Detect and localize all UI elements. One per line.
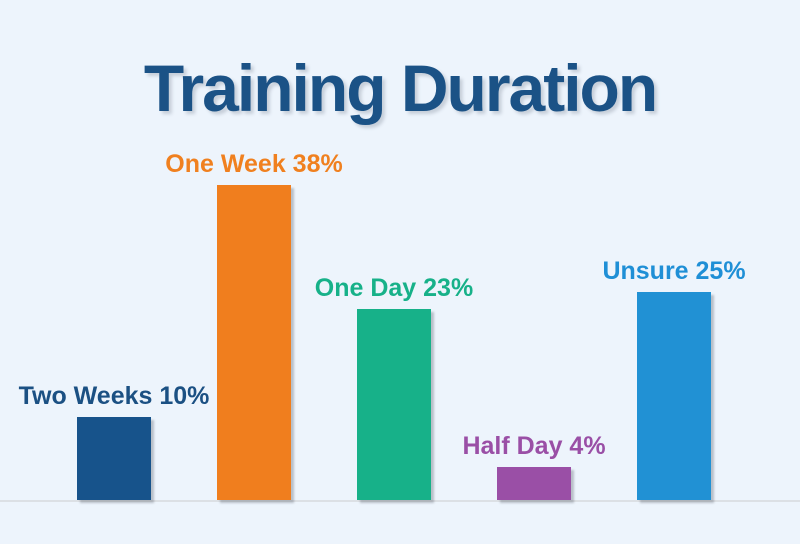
bar-group-half-day: Half Day 4% (414, 434, 654, 500)
bar (637, 292, 711, 500)
bar-label: Half Day 4% (462, 432, 606, 460)
bar-label: One Day 23% (314, 274, 474, 302)
x-axis-baseline (0, 500, 800, 502)
bar-group-unsure: Unsure 25% (554, 259, 794, 500)
bar (217, 185, 291, 500)
bar (357, 309, 431, 500)
bar-group-one-week: One Week 38% (134, 152, 374, 500)
bar-group-one-day: One Day 23% (274, 276, 514, 500)
bar (77, 417, 151, 500)
chart-title: Training Duration (143, 51, 658, 125)
bar-label: One Week 38% (165, 150, 343, 178)
bar-label: Two Weeks 10% (18, 382, 210, 410)
bar-group-two-weeks: Two Weeks 10% (0, 384, 234, 500)
bar-label: Unsure 25% (602, 257, 746, 285)
bar (497, 467, 571, 500)
